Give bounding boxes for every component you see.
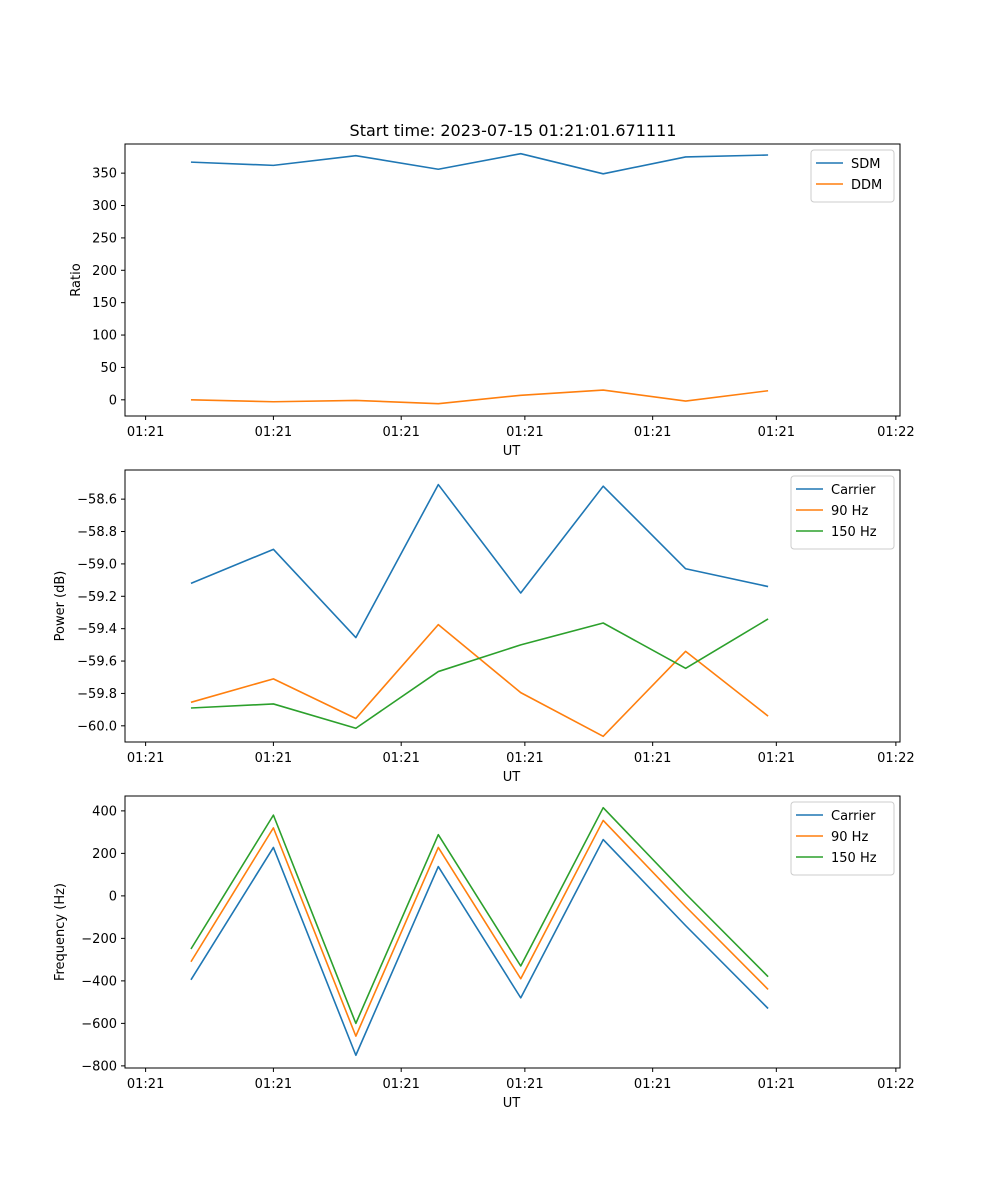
- x-tick-label: 01:21: [634, 751, 671, 766]
- legend-label: Carrier: [831, 809, 876, 824]
- x-axis-label: UT: [503, 444, 521, 459]
- y-tick-label: 200: [92, 847, 117, 862]
- x-tick-label: 01:21: [127, 751, 164, 766]
- legend-label: 90 Hz: [831, 830, 868, 845]
- x-tick-label: 01:21: [255, 751, 292, 766]
- x-tick-label: 01:22: [877, 1077, 914, 1092]
- y-axis-label: Ratio: [69, 263, 84, 296]
- x-tick-label: 01:21: [506, 751, 543, 766]
- series-line-1: [190, 152, 769, 175]
- x-tick-label: 01:21: [634, 1077, 671, 1092]
- x-tick-label: 01:21: [255, 1077, 292, 1092]
- x-tick-label: 01:21: [255, 425, 292, 440]
- legend-label: Carrier: [831, 483, 876, 498]
- y-tick-label: −59.2: [77, 590, 117, 605]
- legend-label: SDM: [851, 157, 880, 172]
- y-tick-label: −59.8: [77, 687, 117, 702]
- subplot-power: 01:21 01:21 01:21 01:21 01:21 01:21 01:22 −60.0…: [53, 469, 915, 785]
- y-tick-label: 350: [92, 167, 117, 182]
- x-tick-label: 01:21: [506, 425, 543, 440]
- y-tick-label: −59.4: [77, 622, 117, 637]
- subplot-frequency: 01:21 01:21 01:21 01:21 01:21 01:21 01:22 −800 −…: [53, 795, 915, 1111]
- x-axis-label: UT: [503, 770, 521, 785]
- axes-frame: [124, 143, 901, 417]
- x-tick-label: 01:21: [127, 425, 164, 440]
- x-tick-label: 01:21: [382, 425, 419, 440]
- x-tick-label: 01:22: [877, 425, 914, 440]
- x-tick-label: 01:21: [382, 1077, 419, 1092]
- y-axis-label: Power (dB): [53, 571, 68, 642]
- y-tick-label: 150: [92, 296, 117, 311]
- legend-label: 150 Hz: [831, 851, 877, 866]
- y-tick-label: −200: [81, 932, 117, 947]
- series-line-2: [190, 389, 769, 405]
- axes-frame: [124, 795, 901, 1069]
- y-tick-label: −400: [81, 974, 117, 989]
- y-tick-label: −800: [81, 1059, 117, 1074]
- y-tick-label: 400: [92, 804, 117, 819]
- subplot-ratio: 01:21 01:21 01:21 01:21 01:21 01:21 01:22 0 50 10…: [69, 143, 915, 459]
- x-tick-label: 01:21: [758, 425, 795, 440]
- y-tick-label: 0: [109, 889, 117, 904]
- x-axis-label: UT: [503, 1096, 521, 1111]
- x-tick-label: 01:21: [506, 1077, 543, 1092]
- series-line-1: [190, 483, 769, 639]
- y-tick-label: −58.8: [77, 525, 117, 540]
- y-tick-label: 200: [92, 264, 117, 279]
- series-line-2: [190, 819, 769, 1037]
- legend-label: DDM: [851, 178, 882, 193]
- y-tick-label: −59.0: [77, 557, 117, 572]
- y-axis-label: Frequency (Hz): [53, 883, 68, 981]
- x-tick-label: 01:22: [877, 751, 914, 766]
- y-tick-label: 50: [100, 361, 117, 376]
- series-line-3: [190, 618, 769, 730]
- y-tick-label: −600: [81, 1017, 117, 1032]
- x-tick-label: 01:21: [758, 751, 795, 766]
- y-tick-label: 0: [109, 393, 117, 408]
- y-tick-label: 100: [92, 329, 117, 344]
- figure-title: Start time: 2023-07-15 01:21:01.671111: [350, 121, 677, 140]
- y-tick-label: −60.0: [77, 719, 117, 734]
- y-tick-label: −58.6: [77, 493, 117, 508]
- x-tick-label: 01:21: [758, 1077, 795, 1092]
- x-tick-label: 01:21: [634, 425, 671, 440]
- x-tick-label: 01:21: [382, 751, 419, 766]
- y-tick-label: 250: [92, 231, 117, 246]
- series-line-1: [190, 838, 769, 1057]
- axes-frame: [124, 469, 901, 743]
- series-line-2: [190, 623, 769, 738]
- y-tick-label: −59.6: [77, 655, 117, 670]
- legend-label: 90 Hz: [831, 504, 868, 519]
- y-tick-label: 300: [92, 199, 117, 214]
- x-tick-label: 01:21: [127, 1077, 164, 1092]
- series-line-3: [190, 806, 769, 1025]
- legend-label: 150 Hz: [831, 525, 877, 540]
